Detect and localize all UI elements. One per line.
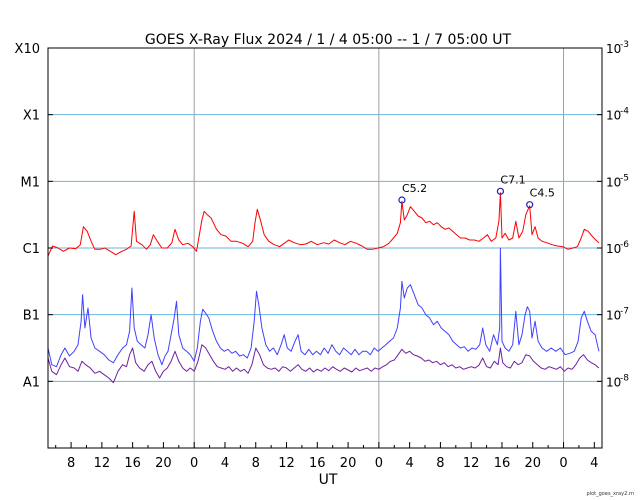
series-line-long bbox=[47, 192, 600, 257]
left-axis-class-labels: X10 X1 M1 C1 B1 A1 bbox=[15, 42, 53, 390]
x-tick-label: 12 bbox=[463, 456, 480, 471]
right-axis-flux-labels: 10-310-410-510-610-710-8 bbox=[597, 40, 629, 389]
flare-peak-marker bbox=[496, 187, 505, 195]
x-tick-label: 16 bbox=[494, 456, 511, 471]
right-tick-base: 10 bbox=[606, 109, 621, 123]
flux-series-layer bbox=[47, 192, 600, 384]
x-tick-label: 20 bbox=[340, 456, 357, 471]
series-line-short bbox=[47, 247, 600, 368]
flare-peak-marker bbox=[526, 201, 534, 209]
x-axis-tick-labels: 8 12 16 20 0 4 8 12 16 20 0 4 8 12 16 20 0 4 bbox=[55, 442, 598, 471]
flare-label: C5.2 bbox=[402, 182, 427, 195]
left-tick-label: A1 bbox=[23, 375, 40, 390]
flare-annotations: C5.2 C7.1 C4.5 bbox=[398, 173, 555, 209]
right-tick-exponent: -7 bbox=[620, 307, 629, 317]
left-tick-label: X1 bbox=[23, 109, 40, 124]
x-tick-label: 0 bbox=[190, 456, 198, 471]
x-tick-label: 12 bbox=[278, 456, 295, 471]
right-tick-exponent: -4 bbox=[620, 107, 629, 117]
x-tick-label: 20 bbox=[524, 456, 541, 471]
right-tick-exponent: -3 bbox=[620, 40, 629, 50]
x-tick-label: 8 bbox=[252, 456, 260, 471]
right-tick-base: 10 bbox=[606, 375, 621, 389]
right-tick-base: 10 bbox=[606, 175, 621, 189]
left-tick-label: C1 bbox=[23, 242, 40, 257]
right-tick-base: 10 bbox=[606, 309, 621, 323]
x-tick-label: 20 bbox=[155, 456, 172, 471]
x-tick-label: 16 bbox=[309, 456, 326, 471]
left-tick-label: B1 bbox=[23, 309, 40, 324]
x-tick-label: 4 bbox=[590, 456, 598, 471]
right-tick-base: 10 bbox=[606, 42, 621, 56]
left-tick-label: M1 bbox=[21, 175, 41, 190]
x-tick-label: 0 bbox=[559, 456, 567, 471]
x-tick-label: 8 bbox=[67, 456, 75, 471]
right-tick-exponent: -6 bbox=[620, 240, 629, 250]
series-line-short-secondary bbox=[47, 344, 600, 384]
right-tick-exponent: -5 bbox=[620, 173, 629, 183]
x-tick-label: 4 bbox=[221, 456, 229, 471]
x-tick-label: 8 bbox=[436, 456, 444, 471]
right-tick-base: 10 bbox=[606, 242, 621, 256]
flare-peak-marker bbox=[398, 196, 406, 204]
flare-label: C7.1 bbox=[500, 173, 525, 186]
x-tick-label: 12 bbox=[94, 456, 111, 471]
right-tick-exponent: -8 bbox=[620, 373, 629, 383]
x-tick-label: 4 bbox=[405, 456, 413, 471]
x-tick-label: 16 bbox=[124, 456, 141, 471]
x-tick-label: 0 bbox=[375, 456, 383, 471]
plot-credit: plot_goes_xray2.rn bbox=[586, 491, 634, 497]
chart-title: GOES X-Ray Flux 2024 / 1 / 4 05:00 -- 1 … bbox=[145, 32, 512, 48]
left-tick-label: X10 bbox=[15, 42, 40, 57]
flare-label: C4.5 bbox=[530, 187, 555, 200]
x-axis-label: UT bbox=[319, 472, 338, 488]
gridlines bbox=[48, 114, 602, 382]
